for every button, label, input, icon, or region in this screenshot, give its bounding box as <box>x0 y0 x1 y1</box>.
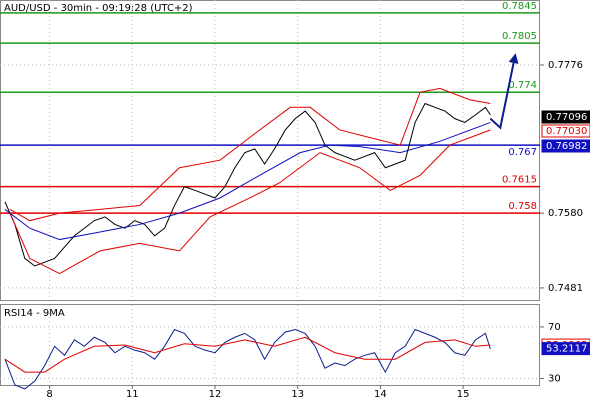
price-marker-label: 0.76982 <box>546 141 587 152</box>
y-tick-label: 0.7776 <box>548 60 583 71</box>
series-line <box>9 87 491 222</box>
y-tick-label: 70 <box>548 322 561 333</box>
y-tick-label: 0.7580 <box>548 208 583 219</box>
level-label: 0.7845 <box>502 1 537 12</box>
series-line <box>4 121 491 241</box>
price-marker <box>541 110 590 124</box>
series-line <box>9 129 491 275</box>
price-marker <box>541 342 590 356</box>
y-tick-label: 30 <box>548 374 561 385</box>
x-tick-label: 13 <box>291 389 304 400</box>
series-line <box>489 53 519 130</box>
level-label: 0.7615 <box>502 175 537 186</box>
x-tick-label: 11 <box>126 389 139 400</box>
x-tick-label: 15 <box>457 389 470 400</box>
series-line <box>4 102 491 267</box>
x-tick-label: 12 <box>209 389 222 400</box>
level-label: 0.7805 <box>502 31 537 42</box>
level-label: 0.758 <box>508 201 537 212</box>
rsi-panel <box>0 304 540 386</box>
chart-title: AUD/USD - 30min - 09:19:28 (UTC+2) <box>4 3 193 14</box>
price-marker-label: 0.77030 <box>546 126 587 137</box>
level-label: 0.774 <box>508 80 537 91</box>
price-marker-label: 53.2117 <box>546 344 587 355</box>
price-marker-label: 0.77096 <box>546 112 587 123</box>
x-tick-label: 8 <box>46 389 52 400</box>
series-line <box>4 336 491 373</box>
level-label: 0.767 <box>508 147 537 158</box>
price-marker <box>541 124 590 138</box>
x-tick-label: 14 <box>374 389 387 400</box>
series-line <box>4 328 491 390</box>
price-marker <box>541 139 590 153</box>
price-panel <box>0 0 540 301</box>
rsi-title: RSI14 - 9MA <box>4 308 65 319</box>
y-tick-label: 0.7481 <box>548 283 583 294</box>
